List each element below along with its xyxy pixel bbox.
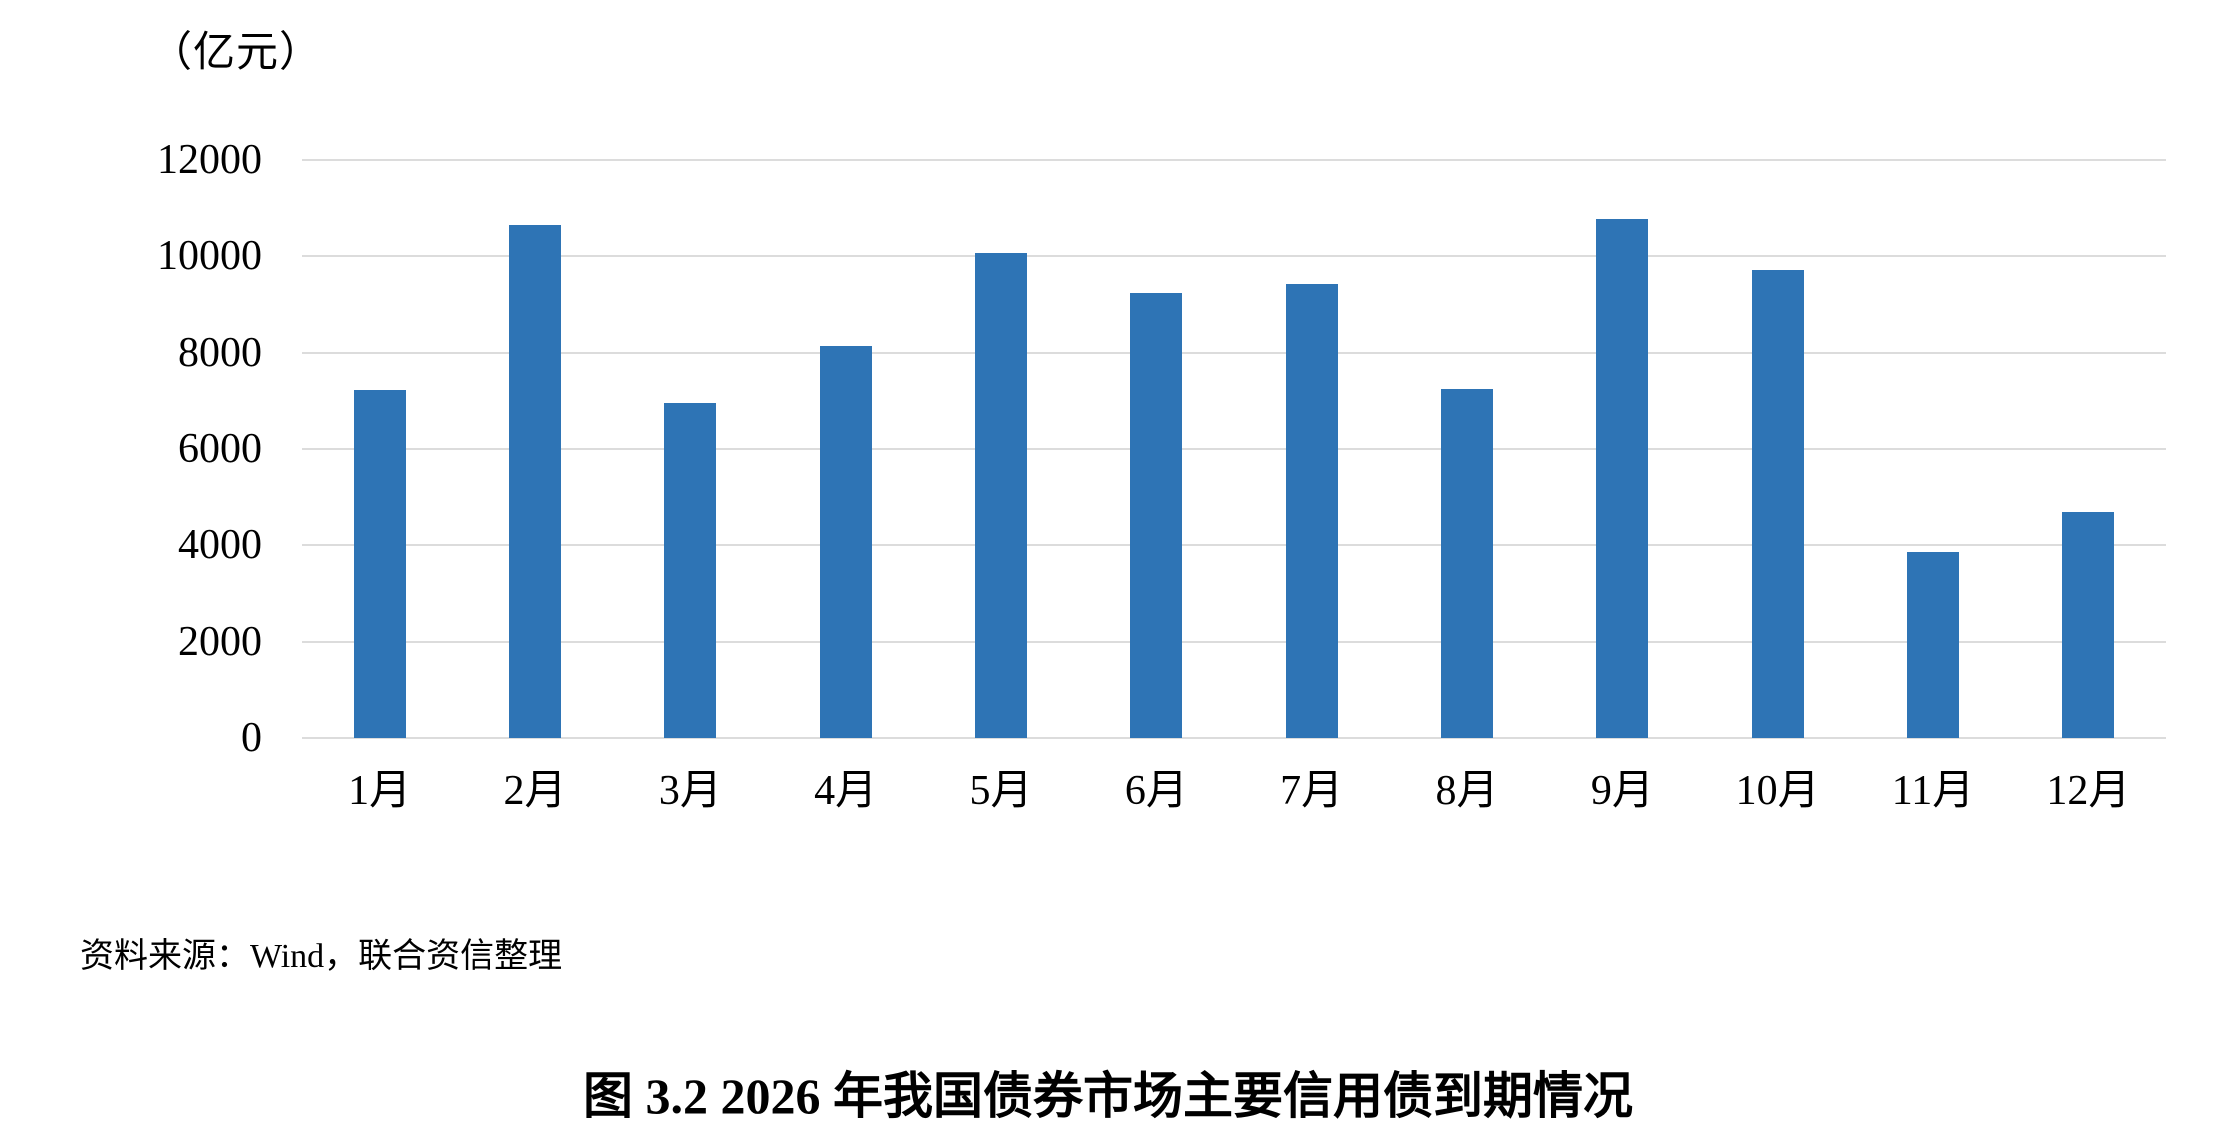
y-axis-unit-label: （亿元） (150, 30, 323, 76)
y-tick-label: 8000 (178, 329, 262, 376)
bar-4月 (820, 346, 872, 738)
bar-11月 (1907, 552, 1959, 738)
x-tick-label: 5月 (969, 768, 1033, 814)
x-tick-label: 2月 (503, 768, 567, 814)
y-axis-tick-labels: 0 2000 4000 6000 8000 10000 12000 (0, 139, 262, 759)
gridline (302, 544, 2166, 547)
bar-3月 (664, 403, 716, 738)
y-tick-label: 0 (241, 715, 262, 761)
gridline (302, 448, 2166, 450)
bar-10月 (1752, 270, 1804, 738)
x-tick-label: 8月 (1435, 768, 1499, 814)
bar-8月 (1441, 389, 1493, 738)
y-tick-label: 4000 (178, 522, 262, 569)
x-tick-label: 1月 (348, 768, 412, 814)
bar-6月 (1130, 293, 1182, 738)
x-tick-label: 9月 (1590, 768, 1654, 814)
x-tick-label: 7月 (1280, 768, 1344, 814)
x-tick-label: 4月 (814, 768, 878, 814)
bar-2月 (509, 225, 561, 738)
y-tick-label: 12000 (157, 137, 262, 183)
plot-area (302, 159, 2166, 739)
gridline (302, 255, 2166, 258)
y-tick-label: 2000 (178, 618, 262, 665)
gridline (302, 640, 2166, 643)
bar-9月 (1596, 219, 1648, 738)
figure-caption: 图 3.2 2026 年我国债券市场主要信用债到期情况 (583, 1068, 1633, 1124)
y-tick-label: 6000 (178, 426, 262, 472)
x-tick-label: 6月 (1124, 768, 1188, 814)
gridline (302, 351, 2166, 354)
bar-1月 (354, 390, 406, 738)
y-tick-label: 10000 (157, 233, 262, 280)
x-tick-label: 10月 (1735, 768, 1820, 814)
bar-7月 (1286, 284, 1338, 738)
bar-12月 (2062, 512, 2114, 738)
x-tick-label: 11月 (1891, 768, 1975, 814)
gridline (302, 159, 2166, 161)
gridline (302, 737, 2166, 739)
x-tick-label: 12月 (2046, 768, 2131, 814)
bar-5月 (975, 253, 1027, 738)
x-axis-tick-labels: 1月 2月 3月 4月 5月 6月 7月 8月 9月 10月 11月 12月 (302, 770, 2166, 830)
x-tick-label: 3月 (658, 768, 722, 814)
source-note: 资料来源：Wind，联合资信整理 (80, 938, 563, 975)
